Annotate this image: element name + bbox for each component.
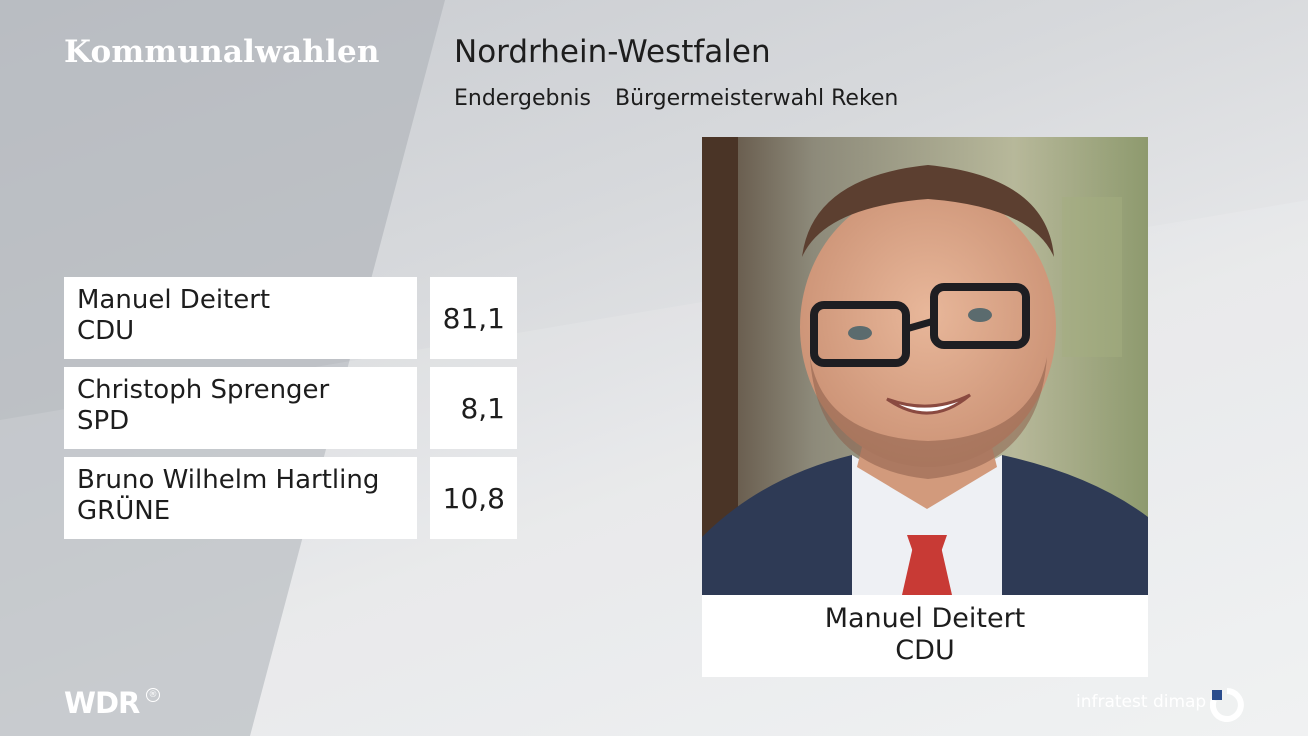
subtitle: Endergebnis Bürgermeisterwahl Reken: [454, 86, 898, 111]
section-label: Kommunalwahlen: [64, 34, 380, 70]
candidate-name: Manuel Deitert: [77, 285, 271, 315]
result-row: Bruno Wilhelm Hartling GRÜNE 10,8: [64, 457, 517, 539]
result-type-label: Endergebnis: [454, 86, 591, 111]
candidate-box: Manuel Deitert CDU: [64, 277, 417, 359]
candidate-party: SPD: [77, 406, 130, 436]
result-value: 81,1: [430, 277, 517, 359]
result-value: 10,8: [430, 457, 517, 539]
result-row: Christoph Sprenger SPD 8,1: [64, 367, 517, 449]
winner-name: Manuel Deitert: [824, 603, 1026, 634]
candidate-name: Bruno Wilhelm Hartling: [77, 465, 380, 495]
candidate-box: Bruno Wilhelm Hartling GRÜNE: [64, 457, 417, 539]
winner-photo: [702, 137, 1148, 595]
region-title: Nordrhein-Westfalen: [454, 34, 771, 70]
candidate-name: Christoph Sprenger: [77, 375, 330, 405]
winner-caption: Manuel Deitert CDU: [702, 603, 1148, 667]
candidate-party: CDU: [77, 316, 135, 346]
result-value: 8,1: [430, 367, 517, 449]
results-table: Manuel Deitert CDU 81,1 Christoph Spreng…: [64, 277, 517, 547]
candidate-party: GRÜNE: [77, 496, 171, 526]
election-label: Bürgermeisterwahl Reken: [614, 86, 899, 111]
winner-party: CDU: [895, 635, 955, 666]
registered-mark-icon: ®: [146, 688, 160, 702]
wdr-logo: WDR: [64, 686, 140, 720]
candidate-box: Christoph Sprenger SPD: [64, 367, 417, 449]
infratest-dimap-logo-icon: [1210, 688, 1244, 722]
result-row: Manuel Deitert CDU 81,1: [64, 277, 517, 359]
winner-card: Manuel Deitert CDU: [702, 137, 1148, 677]
pollster-label: infratest dimap: [1076, 692, 1207, 712]
